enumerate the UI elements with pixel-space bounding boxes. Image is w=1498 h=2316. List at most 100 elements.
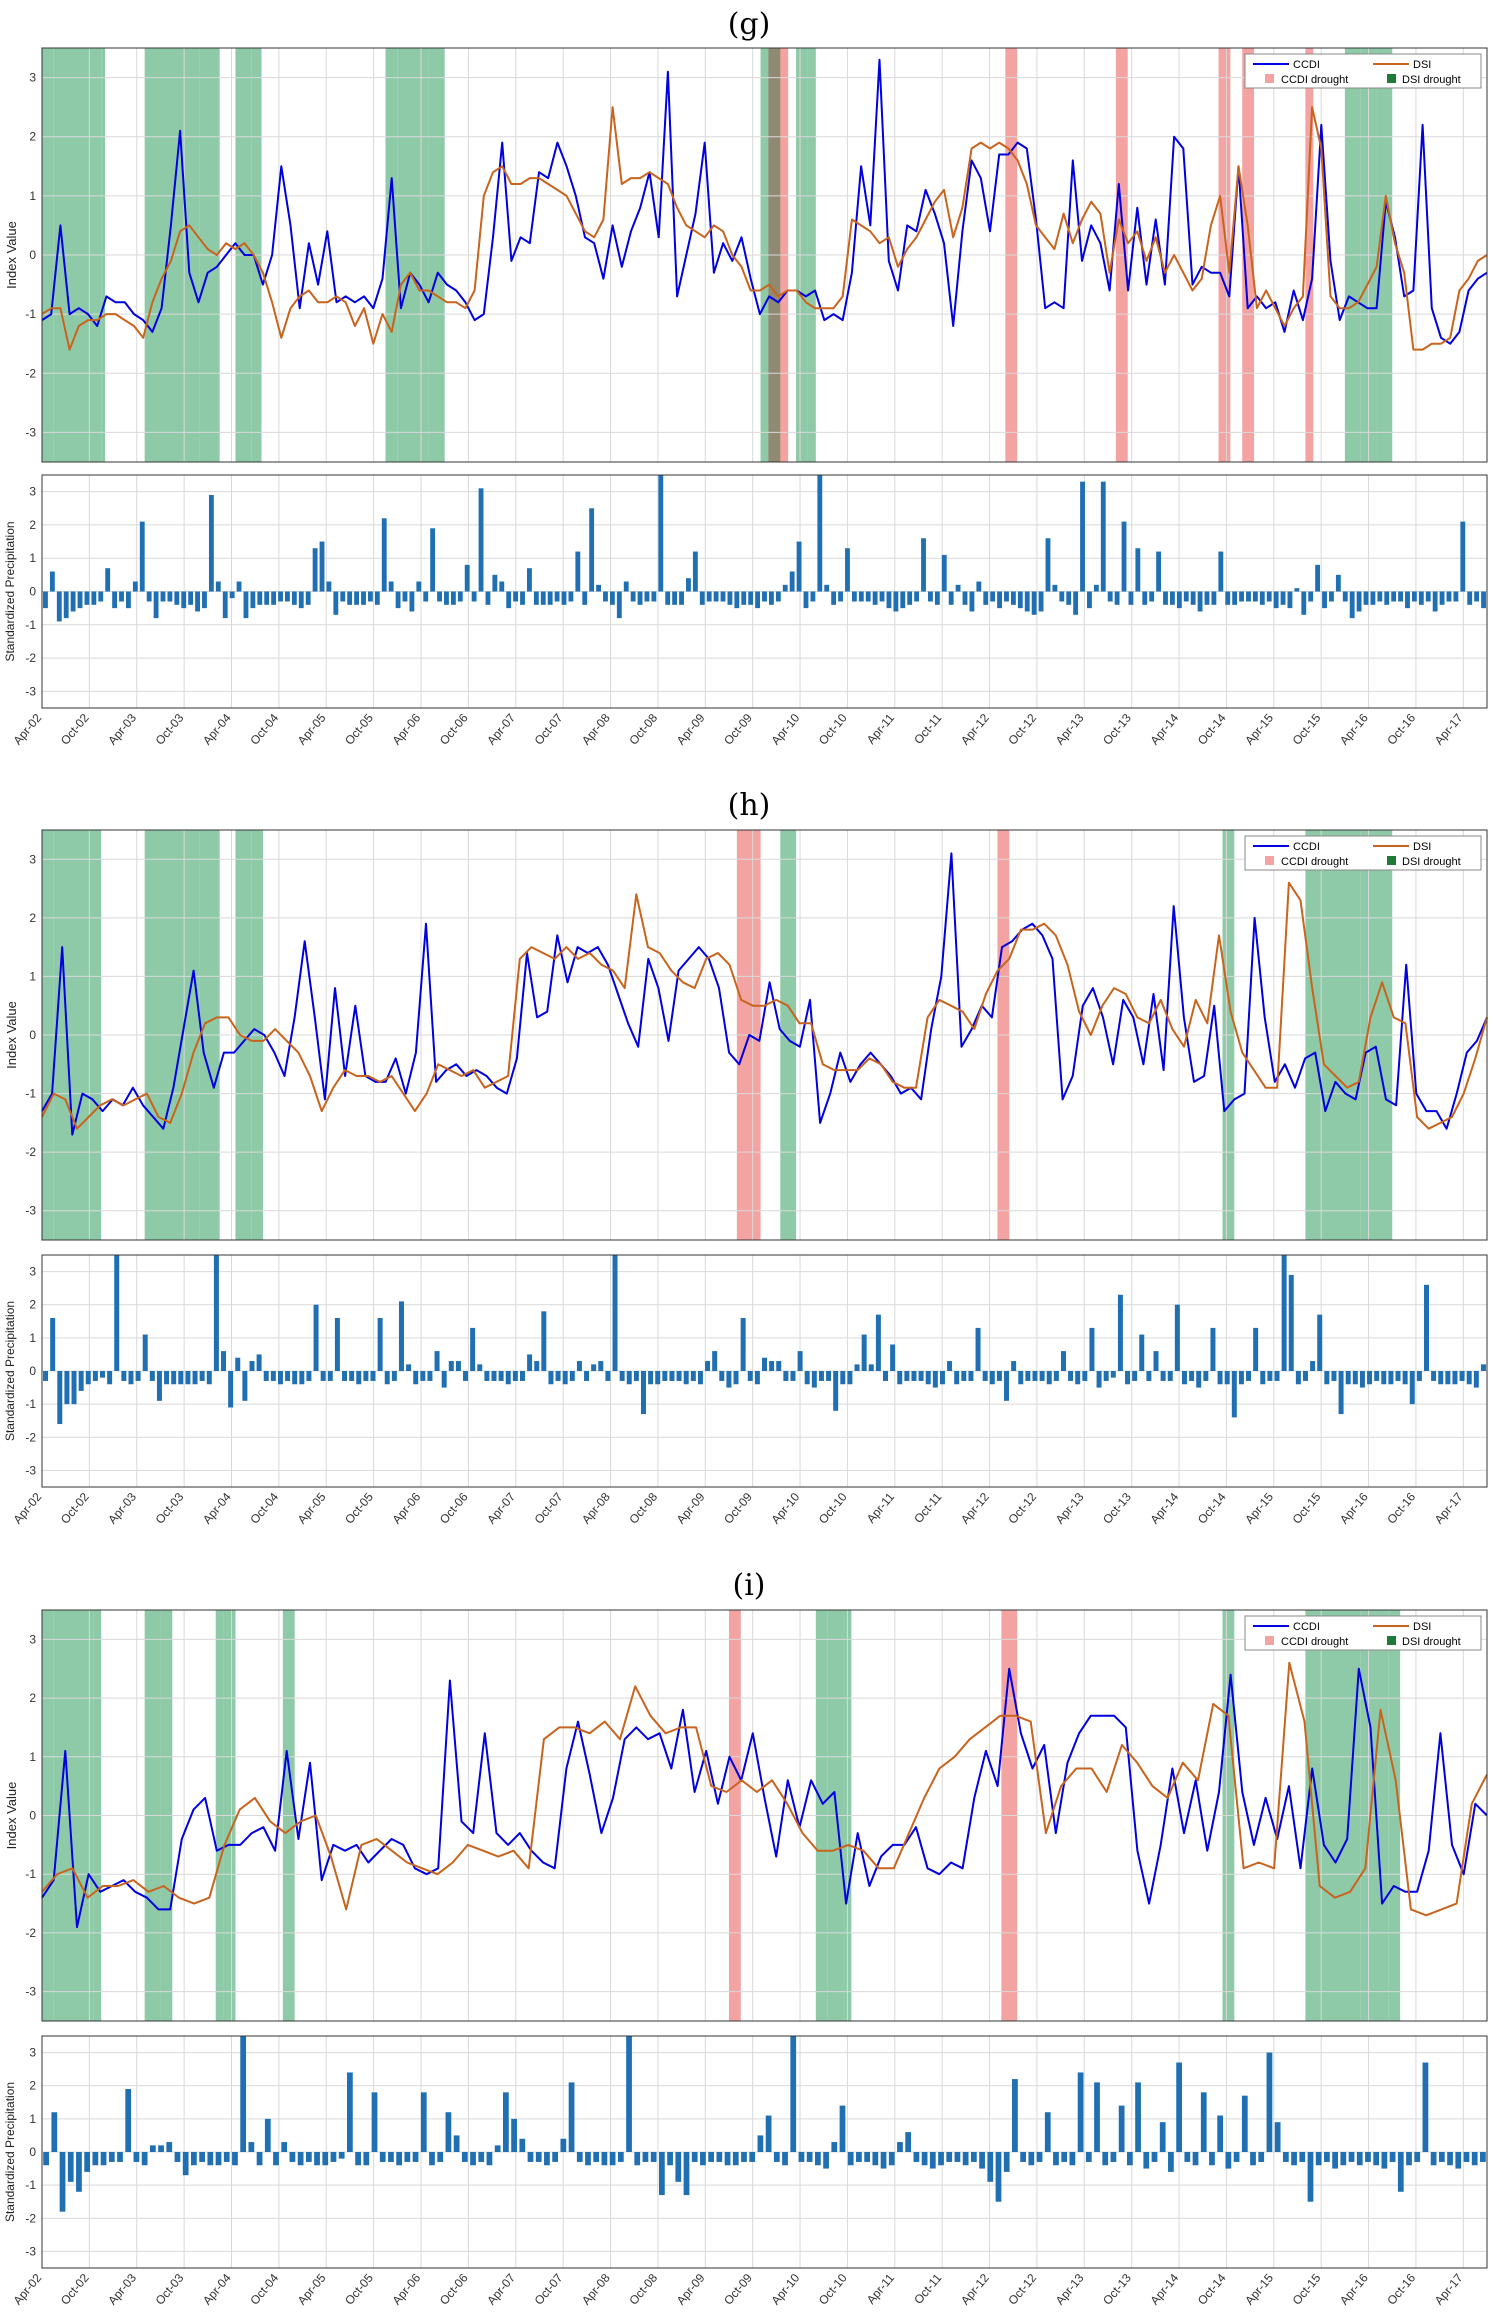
precip-bar	[1031, 591, 1037, 615]
precip-bar	[330, 2152, 337, 2162]
precip-bar	[626, 1371, 632, 1385]
precip-bar	[1012, 2079, 1018, 2152]
chart-panel-0: (g) 3 2 1 0 -1 -2 -3 3 2 1 0 -1 -2 -3 Index Value CCDI DS…	[3, 7, 1488, 748]
xtick-label: Oct-07	[532, 2271, 566, 2308]
xtick-label: Apr-07	[484, 711, 518, 748]
precip-bar	[941, 554, 947, 592]
precip-bar	[340, 591, 346, 602]
precip-bar	[962, 2152, 969, 2166]
precip-bar	[181, 591, 187, 609]
precip-bar	[617, 2152, 624, 2162]
precip-ylabel: Standardized Precipitation	[3, 521, 17, 661]
index-ytick-label: 2	[29, 1691, 36, 1705]
precip-bar	[1004, 1371, 1010, 1401]
precip-bar	[444, 591, 449, 605]
legend-swatch-dsi-drought	[1387, 74, 1396, 83]
precip-bar	[782, 584, 788, 592]
xtick-label: Oct-09	[721, 711, 755, 748]
chart-panel-2: (i) 3 2 1 0 -1 -2 -3 3 2 1 0 -1 -2 -3 Index Value CCDI DS…	[3, 1568, 1488, 2308]
xtick-label: Oct-03	[153, 711, 187, 748]
precip-bar	[1174, 1304, 1180, 1371]
precip-bar	[1100, 481, 1106, 592]
precip-bar	[404, 2152, 411, 2162]
precip-bar	[875, 1314, 881, 1371]
precip-bar	[1329, 591, 1334, 602]
precip-bar	[1445, 1371, 1451, 1385]
precip-bar	[441, 1371, 447, 1388]
precip-bar	[1322, 591, 1327, 609]
precip-bar	[236, 581, 242, 592]
xtick-label: Oct-11	[911, 2271, 945, 2307]
precip-bar	[1028, 2152, 1035, 2166]
precip-bar	[84, 2152, 91, 2172]
precip-bar	[92, 2152, 99, 2166]
precip-bar	[1093, 584, 1099, 592]
precip-bar	[207, 2152, 214, 2166]
legend-label-dsi: DSI	[1413, 841, 1431, 853]
precip-bar	[740, 1317, 746, 1371]
precip-bar	[932, 1371, 938, 1388]
precip-ytick-label: -3	[25, 1463, 36, 1477]
precip-bar	[139, 521, 145, 592]
precip-bar	[609, 591, 615, 605]
precip-bar	[886, 591, 892, 609]
precip-bar	[640, 1371, 646, 1415]
precip-bar	[270, 1371, 276, 1381]
xtick-label: Apr-04	[200, 1490, 234, 1527]
precip-bar	[1024, 591, 1030, 612]
precip-bar	[281, 2142, 288, 2152]
precip-bar	[149, 2145, 156, 2152]
xtick-label: Apr-08	[579, 2271, 613, 2308]
xtick-label: Apr-05	[295, 1490, 329, 1527]
precip-bar	[724, 2152, 731, 2166]
precip-bar	[1238, 1371, 1244, 1385]
precip-bar	[1363, 591, 1369, 605]
precip-bar	[430, 528, 436, 592]
precip-bar	[349, 1371, 355, 1381]
precip-bar	[1294, 588, 1300, 592]
precip-bar	[644, 591, 650, 602]
precip-bar	[1004, 591, 1009, 602]
precip-bar	[1295, 1371, 1301, 1385]
precip-bar	[790, 2036, 797, 2152]
xtick-label: Apr-16	[1337, 711, 1371, 748]
precip-bar	[554, 591, 560, 602]
series-line-ccdi	[41, 58, 1488, 345]
precip-bar	[1224, 1371, 1230, 1385]
xtick-label: Oct-07	[532, 1490, 566, 1527]
precip-bar	[568, 591, 574, 602]
precip-axes-frame	[41, 2035, 1488, 2269]
precip-bar	[213, 1255, 219, 1371]
index-ytick-label: -2	[25, 366, 36, 380]
precip-bar	[153, 591, 159, 619]
precip-bar	[990, 591, 996, 602]
precip-bar	[1287, 591, 1293, 609]
precip-bar	[921, 2152, 928, 2166]
precip-ytick-label: 3	[29, 1265, 36, 1279]
precip-bar	[1439, 591, 1445, 605]
precip-bar	[584, 1371, 590, 1381]
legend-swatch-ccdi-drought	[1265, 1636, 1274, 1645]
xtick-label: Apr-17	[1432, 2271, 1466, 2308]
precip-bar	[470, 1327, 476, 1371]
precip-bar	[888, 2152, 895, 2166]
precip-bar	[1096, 1371, 1102, 1388]
precip-bar	[1159, 2122, 1166, 2152]
xtick-label: Apr-09	[674, 711, 708, 748]
precip-bar	[804, 1371, 810, 1385]
xtick-label: Oct-14	[1195, 1490, 1229, 1527]
precip-bar	[630, 591, 636, 602]
precip-bar	[1196, 1371, 1202, 1388]
precip-bar	[1117, 1294, 1123, 1371]
precip-bar	[713, 591, 719, 602]
panel-title: (g)	[728, 7, 771, 42]
precip-bar	[929, 2152, 936, 2169]
xtick-label: Apr-04	[200, 711, 234, 748]
precip-bar	[470, 2152, 476, 2166]
precip-bar	[1474, 591, 1480, 602]
precip-bar	[1151, 2152, 1158, 2162]
precip-bar	[1480, 1364, 1486, 1371]
precip-bar	[1210, 1327, 1216, 1371]
precip-bar	[1010, 591, 1016, 605]
precip-bar	[726, 1371, 732, 1388]
